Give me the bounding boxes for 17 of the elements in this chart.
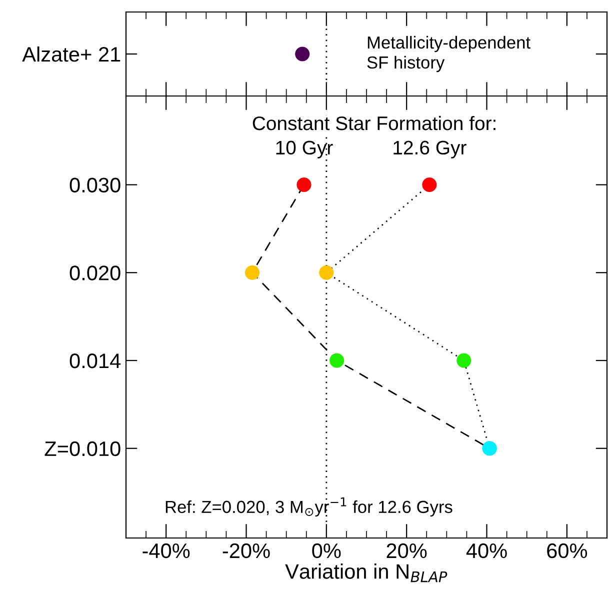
y-tick-label: 0.020 [70,266,120,280]
annotation: Ref: Z=0.020, 3 M$_{⊙}$yr$^{−1}$ for 12.6 Gyrs [166,497,452,517]
x-tick-label: -40% [142,543,190,558]
x-tick-label: 60% [547,543,588,558]
x-axis-title: Variation in N$_{BLAP}$ [285,564,448,582]
x-tick-label: 20% [386,543,427,558]
annotation: Metallicity-dependent SF history [367,36,530,72]
x-tick-label: 40% [466,543,507,558]
x-tick-label: 0% [312,543,341,558]
series-label: 10 Gyr [276,140,333,158]
annotation: Constant Star Formation for: [252,116,496,130]
y-tick-label: 0.014 [70,354,121,368]
series-label: 12.6 Gyr [394,140,466,158]
x-tick-label: -20% [222,543,270,558]
y-tick-label: 0.030 [70,178,120,193]
y-tick-label: Alzate+ 21 [22,46,120,62]
y-tick-label: Z=0.010 [44,441,120,456]
